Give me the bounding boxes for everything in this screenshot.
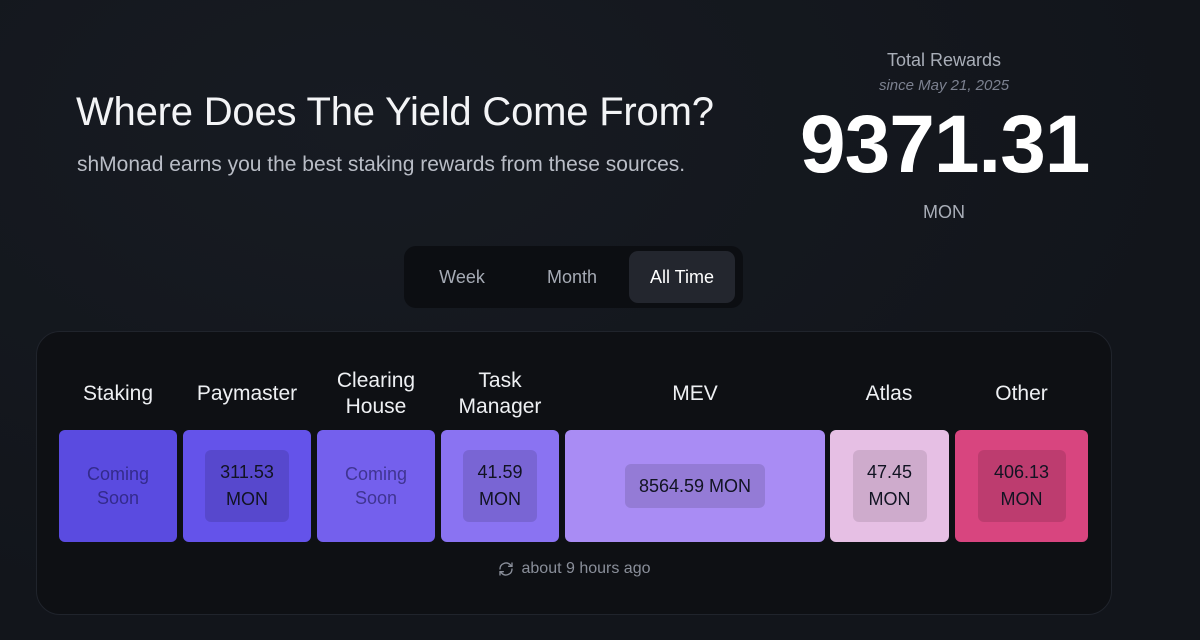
source-header-label: Paymaster xyxy=(196,381,298,405)
source-header-line: Task xyxy=(478,368,522,392)
tile-line: Coming xyxy=(86,463,150,484)
source-header-line: Manager xyxy=(458,395,542,418)
reward-amount: 8564.59 MON xyxy=(638,475,752,496)
source-header-staking: Staking xyxy=(59,362,177,426)
source-header-line: House xyxy=(345,395,407,418)
total-rewards-unit: MON xyxy=(923,202,965,222)
time-range-tabs: Week Month All Time xyxy=(404,246,743,308)
tab-month[interactable]: Month xyxy=(546,266,598,287)
source-header-atlas: Atlas xyxy=(830,362,948,426)
source-header-mev: MEV xyxy=(565,362,825,426)
source-header-label: Task Manager xyxy=(459,368,542,421)
reward-amount-chip: 47.45 MON xyxy=(852,450,927,522)
source-tile-paymaster[interactable]: 311.53 MON xyxy=(183,430,311,542)
reward-amount-chip: 8564.59 MON xyxy=(625,464,765,508)
source-header-line: Clearing xyxy=(336,368,416,392)
reward-amount: 41.59 xyxy=(477,462,523,482)
page-title: Where Does The Yield Come From? xyxy=(76,90,714,134)
source-header-clearing-house: Clearing House xyxy=(317,362,435,426)
total-rewards-label: Total Rewards xyxy=(886,50,1002,70)
tile-line: Coming xyxy=(344,463,408,484)
reward-amount: 406.13 xyxy=(993,462,1050,482)
source-header-other: Other xyxy=(955,362,1088,426)
tile-line: Soon xyxy=(354,488,398,508)
reward-unit: MON xyxy=(478,489,521,509)
source-header-label: MEV xyxy=(672,381,718,405)
refresh-icon[interactable] xyxy=(498,561,514,577)
tile-line: Soon xyxy=(96,488,140,508)
tab-week[interactable]: Week xyxy=(439,266,485,287)
reward-amount-chip: 406.13 MON xyxy=(977,450,1066,522)
page-subtitle: shMonad earns you the best staking rewar… xyxy=(77,153,686,176)
source-tile-clearing-house[interactable]: Coming Soon xyxy=(317,430,435,542)
source-header-label: Other xyxy=(995,381,1048,405)
reward-amount: 311.53 xyxy=(220,462,274,482)
reward-amount-chip: 41.59 MON xyxy=(463,450,537,522)
total-rewards-since: since May 21, 2025 xyxy=(878,77,1010,94)
coming-soon-label: Coming Soon xyxy=(87,462,149,511)
source-tile-mev[interactable]: 8564.59 MON xyxy=(565,430,825,542)
source-tile-other[interactable]: 406.13 MON xyxy=(955,430,1088,542)
source-tile-atlas[interactable]: 47.45 MON xyxy=(830,430,949,542)
tab-all-time[interactable]: All Time xyxy=(629,251,735,303)
reward-amount-chip: 311.53 MON xyxy=(205,450,289,522)
total-rewards: Total Rewards since May 21, 2025 9371.31… xyxy=(800,50,1090,223)
source-tile-task-manager[interactable]: 41.59 MON xyxy=(441,430,559,542)
source-tile-staking[interactable]: Coming Soon xyxy=(59,430,177,542)
reward-unit: MON xyxy=(226,489,268,509)
last-updated: about 9 hours ago xyxy=(37,560,1111,578)
source-header-label: Staking xyxy=(82,381,154,405)
reward-unit: MON xyxy=(1000,489,1043,509)
yield-sources-panel: Staking Paymaster Clearing House Task Mana… xyxy=(36,331,1112,615)
source-header-label: Clearing House xyxy=(337,368,415,421)
total-rewards-value: 9371.31 xyxy=(800,99,1090,190)
source-header-paymaster: Paymaster xyxy=(183,362,311,426)
last-updated-text: about 9 hours ago xyxy=(521,560,651,577)
reward-unit: MON xyxy=(868,489,911,509)
source-header-label: Atlas xyxy=(865,381,913,405)
coming-soon-label: Coming Soon xyxy=(345,462,407,511)
source-header-task-manager: Task Manager xyxy=(441,362,559,426)
reward-amount: 47.45 xyxy=(866,462,913,482)
